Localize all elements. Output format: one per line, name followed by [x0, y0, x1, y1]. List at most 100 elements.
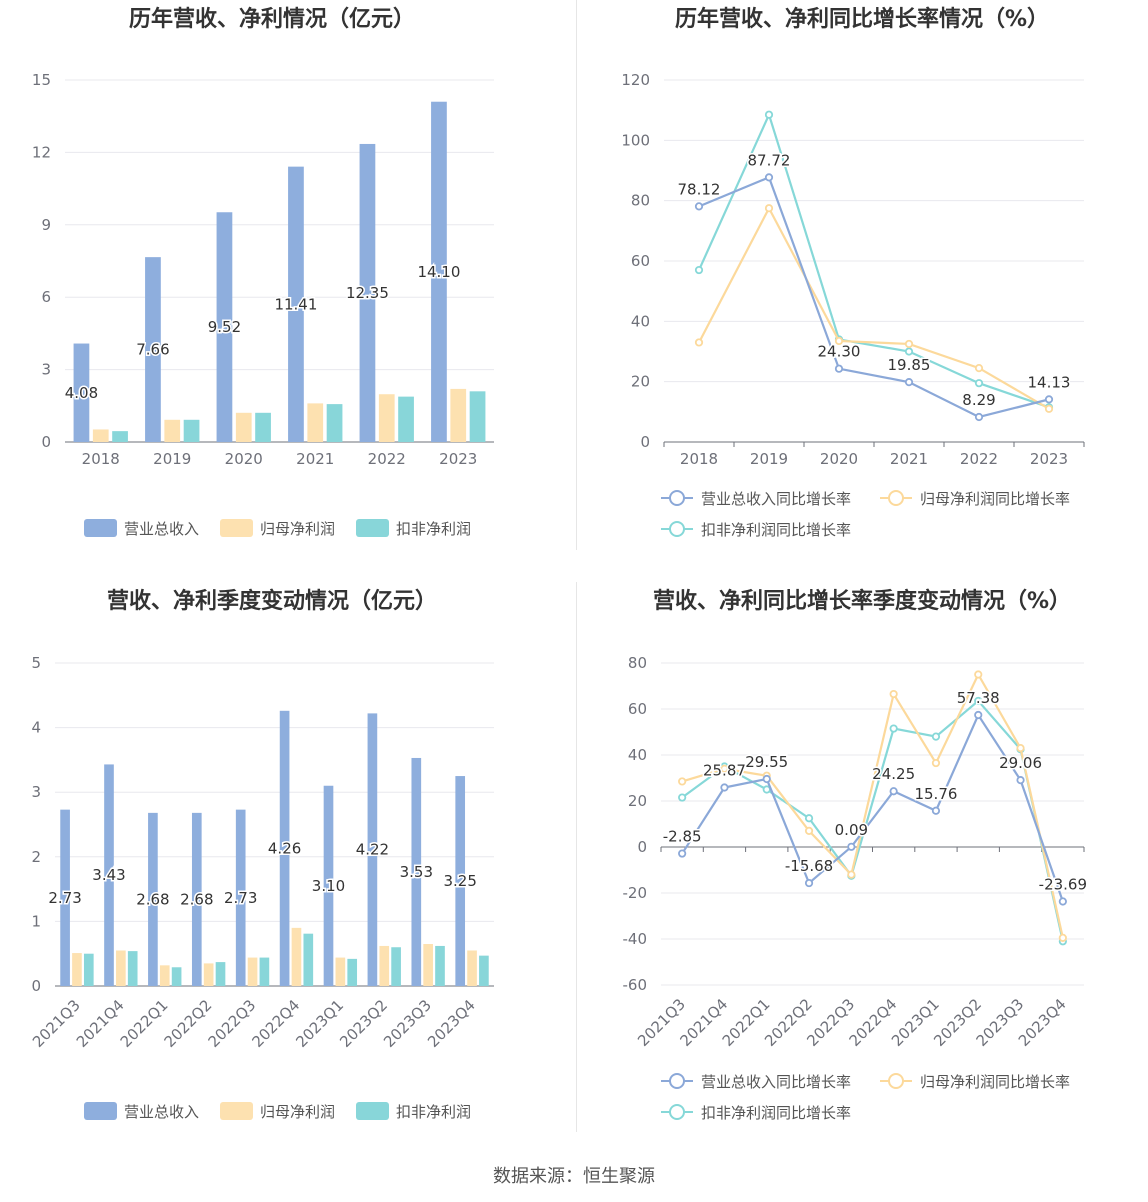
x-tick-label: 2023Q4 [424, 996, 479, 1051]
bar-revenue [411, 757, 422, 986]
legend-marker [669, 1073, 685, 1089]
quarterly-revenue-profit-chart: 营收、净利季度变动情况（亿元） 0 1 2 3 4 5 2021Q3 2021Q4 2022Q1 2… [0, 580, 574, 1160]
y-tick-label: 9 [41, 216, 51, 234]
legend-swatch [84, 519, 117, 537]
bar-value-label: 12.35 [346, 284, 389, 302]
x-tick-label: 2018 [680, 450, 718, 468]
bar-revenue [455, 776, 466, 986]
bar-non-gaap-net-profit [259, 957, 270, 986]
legend-label: 归母净利润同比增长率 [920, 490, 1070, 508]
bar-value-label: 14.10 [417, 263, 460, 281]
bar-non-gaap-net-profit [112, 431, 128, 442]
legend-swatch [356, 519, 389, 537]
line-value-label: 57.38 [957, 689, 1000, 707]
x-tick-label: 2022 [960, 450, 998, 468]
x-tick-label: 2020 [820, 450, 858, 468]
line-point [1016, 744, 1025, 753]
bar-parent-net-profit [335, 957, 346, 986]
y-tick-label: -60 [623, 976, 648, 994]
legend-label: 归母净利润同比增长率 [920, 1073, 1070, 1091]
legend-label: 扣非净利润同比增长率 [701, 1104, 851, 1122]
bar-value-label: 2.73 [224, 889, 257, 907]
y-tick-label: 3 [31, 783, 41, 801]
bar-parent-net-profit [247, 957, 258, 986]
bar-non-gaap-net-profit [398, 396, 414, 442]
line-point [931, 758, 941, 768]
bar-value-label: 2.68 [136, 890, 169, 908]
line-point [904, 378, 914, 387]
legend-swatch [84, 1102, 117, 1120]
chart-title: 历年营收、净利情况（亿元） [129, 6, 415, 32]
bar-non-gaap-net-profit [83, 953, 94, 986]
legend-swatch [220, 519, 253, 537]
bar-revenue [279, 710, 290, 986]
line-value-label: 24.25 [872, 765, 915, 783]
y-tick-label: 2 [31, 848, 41, 866]
line-point [974, 670, 983, 679]
bar-value-label: 9.52 [208, 318, 241, 336]
bar-parent-net-profit [72, 953, 82, 986]
bar-revenue [73, 343, 90, 442]
legend-label: 扣非净利润同比增长率 [701, 521, 851, 539]
x-tick-label: 2022Q2 [161, 996, 216, 1051]
bar-value-label: 4.22 [356, 841, 389, 859]
bar-parent-net-profit [164, 419, 181, 442]
line-point [931, 732, 941, 741]
x-tick-label: 2022Q3 [205, 996, 260, 1051]
x-tick-label: 2022Q4 [248, 996, 303, 1051]
bar-parent-net-profit [378, 394, 395, 442]
bar-non-gaap-net-profit [391, 947, 401, 986]
bar-revenue [359, 143, 376, 442]
annual-growth-rate-svg: 历年营收、净利同比增长率情况（%） 0 20 40 60 80 100 120 2018 2019… [621, 6, 1085, 539]
bar-non-gaap-net-profit [479, 955, 489, 986]
line-value-label: -23.69 [1039, 875, 1087, 893]
legend-marker [669, 521, 685, 537]
x-tick-label: 2023Q1 [292, 996, 347, 1051]
x-tick-label: 2021 [890, 450, 928, 468]
bar-revenue [431, 101, 447, 442]
line-point [762, 774, 771, 784]
y-tick-label: 12 [32, 143, 51, 161]
legend-label: 营业总收入同比增长率 [701, 490, 851, 508]
line-value-label: 29.55 [745, 753, 788, 771]
series-line [698, 205, 1050, 410]
y-tick-label: 0 [637, 838, 647, 856]
legend-marker [888, 1073, 904, 1089]
bar-non-gaap-net-profit [469, 391, 486, 442]
bar-revenue [288, 166, 304, 442]
y-tick-label: 0 [31, 977, 41, 995]
x-tick-label: 2022Q1 [117, 996, 172, 1051]
chart-title: 历年营收、净利同比增长率情况（%） [675, 6, 1049, 32]
line-point [1058, 897, 1067, 906]
bar-value-label: 4.08 [65, 384, 98, 402]
line-point [1044, 404, 1054, 413]
bar-non-gaap-net-profit [255, 412, 271, 442]
legend-label: 营业总收入 [124, 1103, 199, 1121]
vertical-divider-bottom [576, 582, 577, 1132]
line-point [834, 336, 844, 346]
line-value-label: 14.13 [1028, 373, 1071, 391]
x-tick-label: 2022 [368, 450, 406, 468]
annual-revenue-profit-chart: 历年营收、净利情况（亿元） 0 3 6 9 12 15 2018 2019 2020 2021 202… [0, 0, 574, 580]
y-tick-label: 4 [31, 719, 41, 737]
line-point [847, 842, 856, 851]
bar-revenue [323, 785, 334, 986]
line-value-label: 15.76 [914, 785, 957, 803]
bar-parent-net-profit [235, 412, 252, 442]
bar-parent-net-profit [379, 945, 390, 986]
line-value-label: 87.72 [748, 151, 791, 169]
y-tick-label: 20 [628, 792, 647, 810]
series-line [697, 111, 1050, 409]
line-point [678, 849, 687, 858]
bar-revenue [216, 212, 233, 442]
bar-revenue [191, 812, 202, 986]
line-value-label: 0.09 [835, 821, 868, 839]
bar-non-gaap-net-profit [127, 951, 138, 986]
y-tick-label: 40 [631, 312, 650, 330]
bar-non-gaap-net-profit [171, 967, 182, 986]
chart-title: 营收、净利季度变动情况（亿元） [107, 588, 437, 614]
line-value-label: 24.30 [818, 343, 861, 361]
bar-value-label: 3.43 [92, 866, 125, 884]
line-point [678, 777, 687, 786]
line-point [764, 110, 774, 119]
